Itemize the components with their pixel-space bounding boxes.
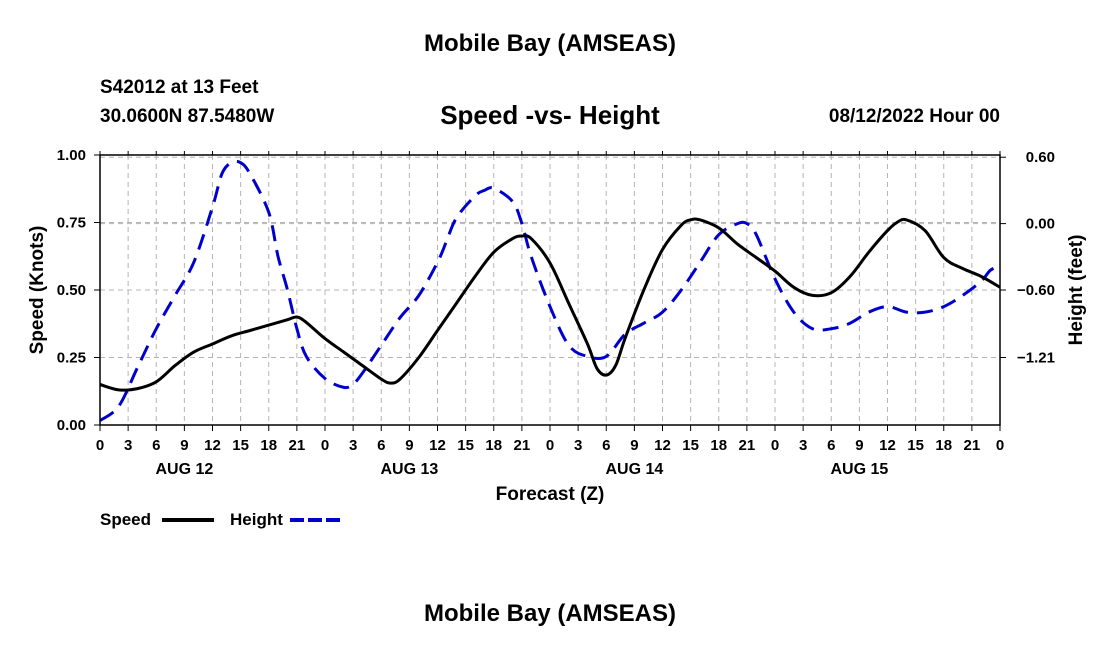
x-tick-label: 9 (180, 437, 188, 454)
day-label: AUG 14 (605, 461, 663, 478)
x-tick-label: 12 (204, 437, 221, 454)
y2-tick-label: −0.60 (1017, 282, 1055, 299)
series-line-speed (100, 217, 1000, 392)
x-tick-label: 6 (152, 437, 160, 454)
y-tick-label: 0.25 (57, 350, 86, 367)
y-tick-label: 0.75 (57, 215, 86, 232)
y-tick-label: 0.50 (57, 282, 86, 299)
day-label: AUG 13 (380, 461, 438, 478)
x-tick-label: 18 (485, 437, 502, 454)
x-tick-label: 0 (96, 437, 104, 454)
x-tick-label: 18 (935, 437, 952, 454)
x-tick-label: 21 (289, 437, 306, 454)
y2-tick-label: −1.21 (1017, 350, 1055, 367)
axis-ticks: 0 3 6 9 12 15 18 21 0 3 6 9 12 15 18 21 0 3 6 9 12 15 18 21 0 3 6 9… (57, 147, 1055, 478)
x-tick-label: 9 (855, 437, 863, 454)
y-tick-label: 0.00 (57, 417, 86, 434)
legend: Speed Height (100, 510, 342, 529)
x-tick-label: 15 (907, 437, 924, 454)
x-tick-label: 9 (630, 437, 638, 454)
x-axis-label: Forecast (Z) (496, 484, 605, 505)
y2-tick-label: 0.00 (1026, 216, 1055, 233)
x-tick-label: 12 (654, 437, 671, 454)
page-title: Mobile Bay (AMSEAS) (423, 30, 677, 57)
x-tick-label: 3 (574, 437, 582, 454)
forecast-datetime: 08/12/2022 Hour 00 (828, 106, 1000, 127)
x-tick-label: 6 (377, 437, 385, 454)
x-tick-label: 0 (996, 437, 1004, 454)
x-tick-label: 18 (710, 437, 727, 454)
x-tick-label: 9 (405, 437, 413, 454)
chart-title: Speed -vs- Height (440, 100, 660, 130)
x-tick-label: 15 (457, 437, 474, 454)
x-tick-label: 3 (799, 437, 807, 454)
y2-axis-label: Height (feet) (1066, 235, 1087, 346)
series-line-height (100, 159, 1000, 422)
x-tick-label: 21 (514, 437, 531, 454)
x-tick-label: 12 (429, 437, 446, 454)
x-tick-label: 21 (964, 437, 981, 454)
station-label: S42012 at 13 Feet (100, 77, 259, 98)
x-tick-label: 6 (827, 437, 835, 454)
coordinates-label: 30.0600N 87.5480W (100, 106, 275, 127)
legend-label-speed: Speed (100, 510, 151, 529)
x-tick-label: 3 (349, 437, 357, 454)
x-tick-label: 15 (682, 437, 699, 454)
x-tick-label: 12 (879, 437, 896, 454)
y2-tick-label: 0.60 (1026, 149, 1055, 166)
legend-label-height: Height (230, 510, 283, 529)
x-tick-label: 0 (771, 437, 779, 454)
x-tick-label: 18 (260, 437, 277, 454)
y-axis-label: Speed (Knots) (27, 226, 48, 355)
day-label: AUG 12 (155, 461, 213, 478)
x-tick-label: 0 (321, 437, 329, 454)
x-tick-label: 21 (739, 437, 756, 454)
footer-title: Mobile Bay (AMSEAS) (423, 600, 677, 627)
x-tick-label: 6 (602, 437, 610, 454)
x-tick-label: 3 (124, 437, 132, 454)
y-tick-label: 1.00 (57, 147, 86, 164)
series-lines (100, 159, 1000, 422)
x-tick-label: 15 (232, 437, 249, 454)
grid (100, 155, 1000, 425)
x-tick-label: 0 (546, 437, 554, 454)
day-label: AUG 15 (830, 461, 888, 478)
